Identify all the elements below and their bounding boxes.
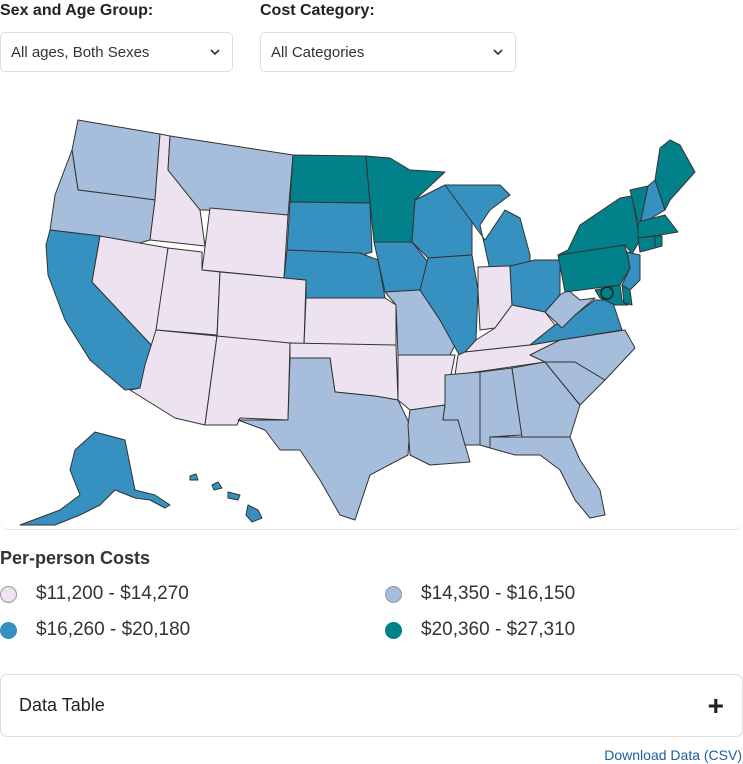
- state-HI-islands-2: [227, 491, 241, 501]
- state-ND[interactable]: [289, 154, 371, 204]
- legend-items: $11,200 - $14,270 $14,350 - $16,150 $16,…: [0, 583, 743, 663]
- legend: Per-person Costs $11,200 - $14,270 $14,3…: [0, 548, 743, 663]
- sex-age-label: Sex and Age Group:: [0, 2, 154, 19]
- data-table-label: Data Table: [19, 695, 105, 715]
- legend-swatch-icon: [0, 621, 17, 639]
- legend-bin-label: $11,200 - $14,270: [36, 583, 189, 604]
- legend-swatch-icon: [0, 585, 17, 603]
- state-DC[interactable]: [600, 286, 614, 300]
- state-OR[interactable]: [49, 149, 156, 245]
- state-NM[interactable]: [204, 335, 291, 426]
- plus-icon[interactable]: +: [707, 689, 724, 721]
- sex-age-value: All ages, Both Sexes: [11, 43, 150, 61]
- state-HI-islands: [211, 481, 223, 491]
- state-TX[interactable]: [237, 357, 411, 521]
- state-CO[interactable]: [216, 271, 307, 346]
- state-ME[interactable]: [654, 139, 696, 211]
- state-HI[interactable]: [245, 504, 263, 523]
- chevron-down-icon: [493, 49, 503, 56]
- us-choropleth-map: [19, 119, 696, 526]
- state-WY[interactable]: [201, 207, 289, 279]
- legend-bin-label: $20,360 - $27,310: [421, 619, 576, 640]
- state-RI[interactable]: [654, 235, 663, 249]
- sex-age-select[interactable]: All ages, Both Sexes: [0, 32, 233, 72]
- state-WV[interactable]: [544, 289, 596, 329]
- sex-age-filter: Sex and Age Group: All ages, Both Sexes: [0, 0, 233, 72]
- data-table-accordion[interactable]: Data Table +: [0, 674, 743, 737]
- state-CT[interactable]: [637, 235, 656, 253]
- legend-bin-3: $20,360 - $27,310: [385, 619, 575, 641]
- state-WA[interactable]: [71, 119, 161, 201]
- chevron-down-icon: [210, 49, 220, 56]
- map-container: [0, 92, 743, 530]
- legend-bin-2: $16,260 - $20,180: [0, 619, 190, 641]
- cost-category-select[interactable]: All Categories: [260, 32, 516, 72]
- state-SD[interactable]: [286, 201, 373, 257]
- state-KS[interactable]: [303, 297, 397, 346]
- cost-category-label: Cost Category:: [260, 2, 375, 19]
- legend-swatch-icon: [385, 621, 402, 639]
- legend-title: Per-person Costs: [0, 548, 151, 568]
- state-MA[interactable]: [637, 214, 679, 239]
- legend-bin-label: $14,350 - $16,150: [421, 583, 576, 604]
- download-csv-link[interactable]: Download Data (CSV): [604, 747, 742, 763]
- state-GA[interactable]: [511, 361, 581, 438]
- legend-bin-label: $16,260 - $20,180: [36, 619, 191, 640]
- filters-bar: Sex and Age Group: All ages, Both Sexes …: [0, 0, 743, 80]
- legend-bin-0: $11,200 - $14,270: [0, 583, 189, 605]
- state-FL[interactable]: [489, 436, 606, 519]
- legend-bin-1: $14,350 - $16,150: [385, 583, 575, 605]
- cost-category-value: All Categories: [271, 43, 365, 61]
- state-NY[interactable]: [557, 195, 641, 256]
- legend-swatch-icon: [385, 585, 402, 603]
- state-DE[interactable]: [621, 284, 633, 306]
- cost-category-filter: Cost Category: All Categories: [260, 0, 516, 72]
- state-AK[interactable]: [19, 431, 171, 526]
- state-HI-islands-3: [189, 473, 199, 481]
